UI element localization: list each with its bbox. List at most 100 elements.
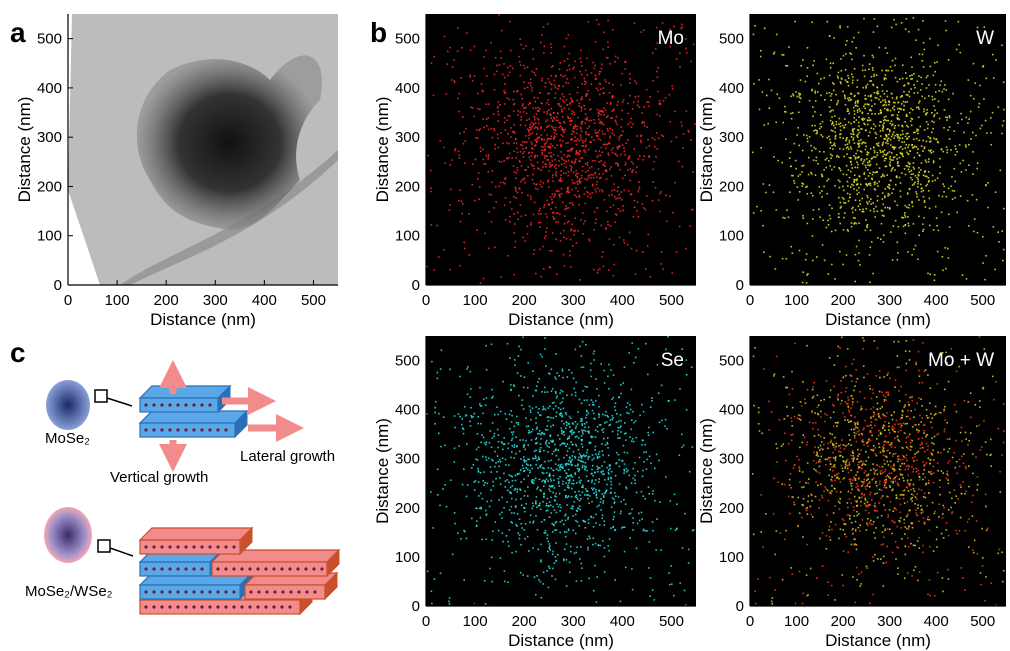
signal-dot (859, 209, 861, 211)
signal-dot (858, 156, 860, 158)
signal-dot (462, 116, 464, 118)
signal-dot (921, 83, 923, 85)
signal-dot (768, 79, 770, 81)
signal-dot (501, 441, 503, 443)
signal-dot (561, 164, 563, 166)
signal-dot (630, 122, 632, 124)
signal-dot (654, 468, 656, 470)
signal-dot (914, 503, 916, 505)
signal-dot (674, 399, 676, 401)
signal-dot (911, 201, 913, 203)
signal-dot (848, 169, 850, 171)
signal-dot (613, 96, 615, 98)
signal-dot (924, 171, 926, 173)
signal-dot (848, 148, 850, 150)
signal-dot (574, 61, 576, 63)
signal-dot (590, 370, 592, 372)
signal-dot (491, 182, 493, 184)
atom (248, 567, 251, 570)
signal-dot (797, 199, 799, 201)
signal-dot (894, 125, 896, 127)
signal-dot (847, 397, 849, 399)
signal-dot (534, 145, 536, 147)
signal-dot (585, 430, 587, 432)
signal-dot (925, 175, 927, 177)
signal-dot (547, 498, 549, 500)
signal-dot (621, 199, 623, 201)
signal-dot (551, 108, 553, 110)
signal-dot (960, 195, 962, 197)
signal-dot (873, 208, 875, 210)
signal-dot (985, 255, 987, 257)
signal-dot (547, 138, 549, 140)
signal-dot (615, 120, 617, 122)
signal-dot (562, 100, 564, 102)
signal-dot (610, 103, 612, 105)
signal-dot (540, 222, 542, 224)
signal-dot (820, 134, 822, 136)
signal-dot (826, 158, 828, 160)
signal-dot (847, 108, 849, 110)
signal-dot (597, 471, 599, 473)
signal-dot (558, 506, 560, 508)
signal-dot (558, 482, 560, 484)
signal-dot (856, 190, 858, 192)
signal-dot (846, 174, 848, 176)
signal-dot (612, 497, 614, 499)
signal-dot (512, 131, 514, 133)
signal-dot (885, 400, 887, 402)
signal-dot (486, 397, 488, 399)
signal-dot (636, 492, 638, 494)
signal-dot (1002, 260, 1004, 262)
signal-dot (585, 140, 587, 142)
signal-dot (483, 127, 485, 129)
signal-dot (889, 156, 891, 158)
signal-dot (533, 58, 535, 60)
signal-dot (551, 250, 553, 252)
signal-dot (605, 169, 607, 171)
signal-dot (870, 417, 872, 419)
signal-dot (586, 58, 588, 60)
signal-dot (849, 194, 851, 196)
signal-dot (880, 101, 882, 103)
signal-dot (608, 154, 610, 156)
signal-dot (849, 461, 851, 463)
signal-dot (667, 336, 669, 338)
signal-dot (638, 348, 640, 350)
signal-dot (544, 143, 546, 145)
signal-dot (879, 125, 881, 127)
signal-dot (496, 71, 498, 73)
signal-dot (843, 198, 845, 200)
signal-dot (477, 93, 479, 95)
signal-dot (478, 130, 480, 132)
signal-dot (843, 174, 845, 176)
signal-dot (927, 124, 929, 126)
signal-dot (942, 517, 944, 519)
signal-dot (904, 214, 906, 216)
signal-dot (567, 58, 569, 60)
signal-dot (621, 73, 623, 75)
signal-dot (533, 214, 535, 216)
signal-dot (932, 450, 934, 452)
signal-dot (583, 366, 585, 368)
signal-dot (846, 165, 848, 167)
signal-dot (617, 434, 619, 436)
signal-dot (890, 231, 892, 233)
signal-dot (682, 166, 684, 168)
signal-dot (891, 93, 893, 95)
signal-dot (808, 174, 810, 176)
signal-dot (605, 227, 607, 229)
signal-dot (577, 521, 579, 523)
signal-dot (880, 473, 882, 475)
signal-dot (522, 105, 524, 107)
signal-dot (575, 160, 577, 162)
signal-dot (817, 73, 819, 75)
signal-dot (616, 462, 618, 464)
signal-dot (832, 110, 834, 112)
signal-dot (637, 471, 639, 473)
signal-dot (638, 513, 640, 515)
signal-dot (907, 572, 909, 574)
signal-dot (511, 552, 513, 554)
signal-dot (549, 446, 551, 448)
signal-dot (915, 175, 917, 177)
